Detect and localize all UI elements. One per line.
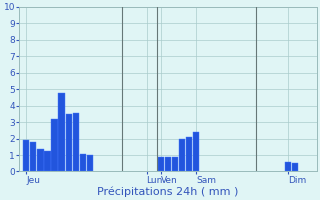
Bar: [59, 93, 65, 171]
X-axis label: Précipitations 24h ( mm ): Précipitations 24h ( mm ): [97, 186, 238, 197]
Bar: [179, 139, 185, 171]
Bar: [157, 157, 164, 171]
Bar: [292, 163, 299, 171]
Bar: [30, 142, 36, 171]
Bar: [51, 119, 58, 171]
Bar: [66, 114, 72, 171]
Bar: [165, 157, 171, 171]
Bar: [44, 151, 51, 171]
Bar: [73, 113, 79, 171]
Bar: [186, 137, 192, 171]
Bar: [23, 140, 29, 171]
Bar: [87, 155, 93, 171]
Bar: [80, 154, 86, 171]
Bar: [37, 149, 44, 171]
Bar: [285, 162, 292, 171]
Bar: [172, 157, 178, 171]
Bar: [193, 132, 199, 171]
